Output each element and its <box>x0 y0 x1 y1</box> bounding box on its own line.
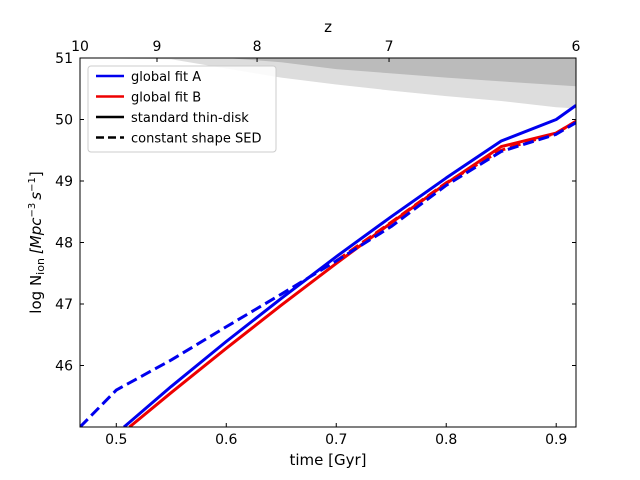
y-tick-label: 46 <box>55 359 73 375</box>
y-axis-label: log Nion [Mpc−3 s−1] <box>27 171 47 313</box>
series-line-2 <box>335 120 576 263</box>
y-tick-label: 51 <box>55 51 73 67</box>
top-axis-label: z <box>324 18 332 36</box>
legend-label: standard thin-disk <box>131 111 249 126</box>
y-tick-label: 47 <box>55 297 73 313</box>
legend: global fit A global fit B standard thin-di… <box>87 65 277 153</box>
legend-label: global fit B <box>131 91 201 106</box>
y-label-s: s <box>27 192 45 200</box>
legend-box <box>87 65 277 153</box>
top-tick-label: 7 <box>385 39 394 55</box>
x-tick-label: 0.5 <box>105 432 127 448</box>
series-line-3 <box>80 121 576 427</box>
x-tick-label: 0.9 <box>545 432 567 448</box>
y-tick-label: 48 <box>55 236 73 252</box>
y-label-close: ] <box>27 171 45 177</box>
y-label-units: [Mpc <box>27 217 45 254</box>
y-label-sub: ion <box>34 258 47 275</box>
y-label-exp2: −1 <box>27 177 38 192</box>
legend-label: constant shape SED <box>131 132 261 147</box>
top-tick-label: 10 <box>71 39 89 55</box>
x-tick-label: 0.7 <box>325 432 347 448</box>
data-series <box>80 104 576 427</box>
series-line-1 <box>128 120 576 427</box>
series-line-0 <box>123 104 576 427</box>
x-axis-label: time [Gyr] <box>289 451 366 469</box>
top-tick-label: 8 <box>253 39 262 55</box>
y-tick-label: 49 <box>55 174 73 190</box>
x-tick-label: 0.6 <box>215 432 237 448</box>
y-tick-label: 50 <box>55 113 73 129</box>
band-1 <box>80 58 576 87</box>
x-tick-label: 0.8 <box>435 432 457 448</box>
y-label-main: log N <box>27 275 45 314</box>
shaded-bands <box>80 58 576 109</box>
y-label-exp1: −3 <box>27 203 38 218</box>
top-tick-label: 6 <box>572 39 581 55</box>
top-tick-label: 9 <box>153 39 162 55</box>
legend-label: global fit A <box>131 70 201 85</box>
